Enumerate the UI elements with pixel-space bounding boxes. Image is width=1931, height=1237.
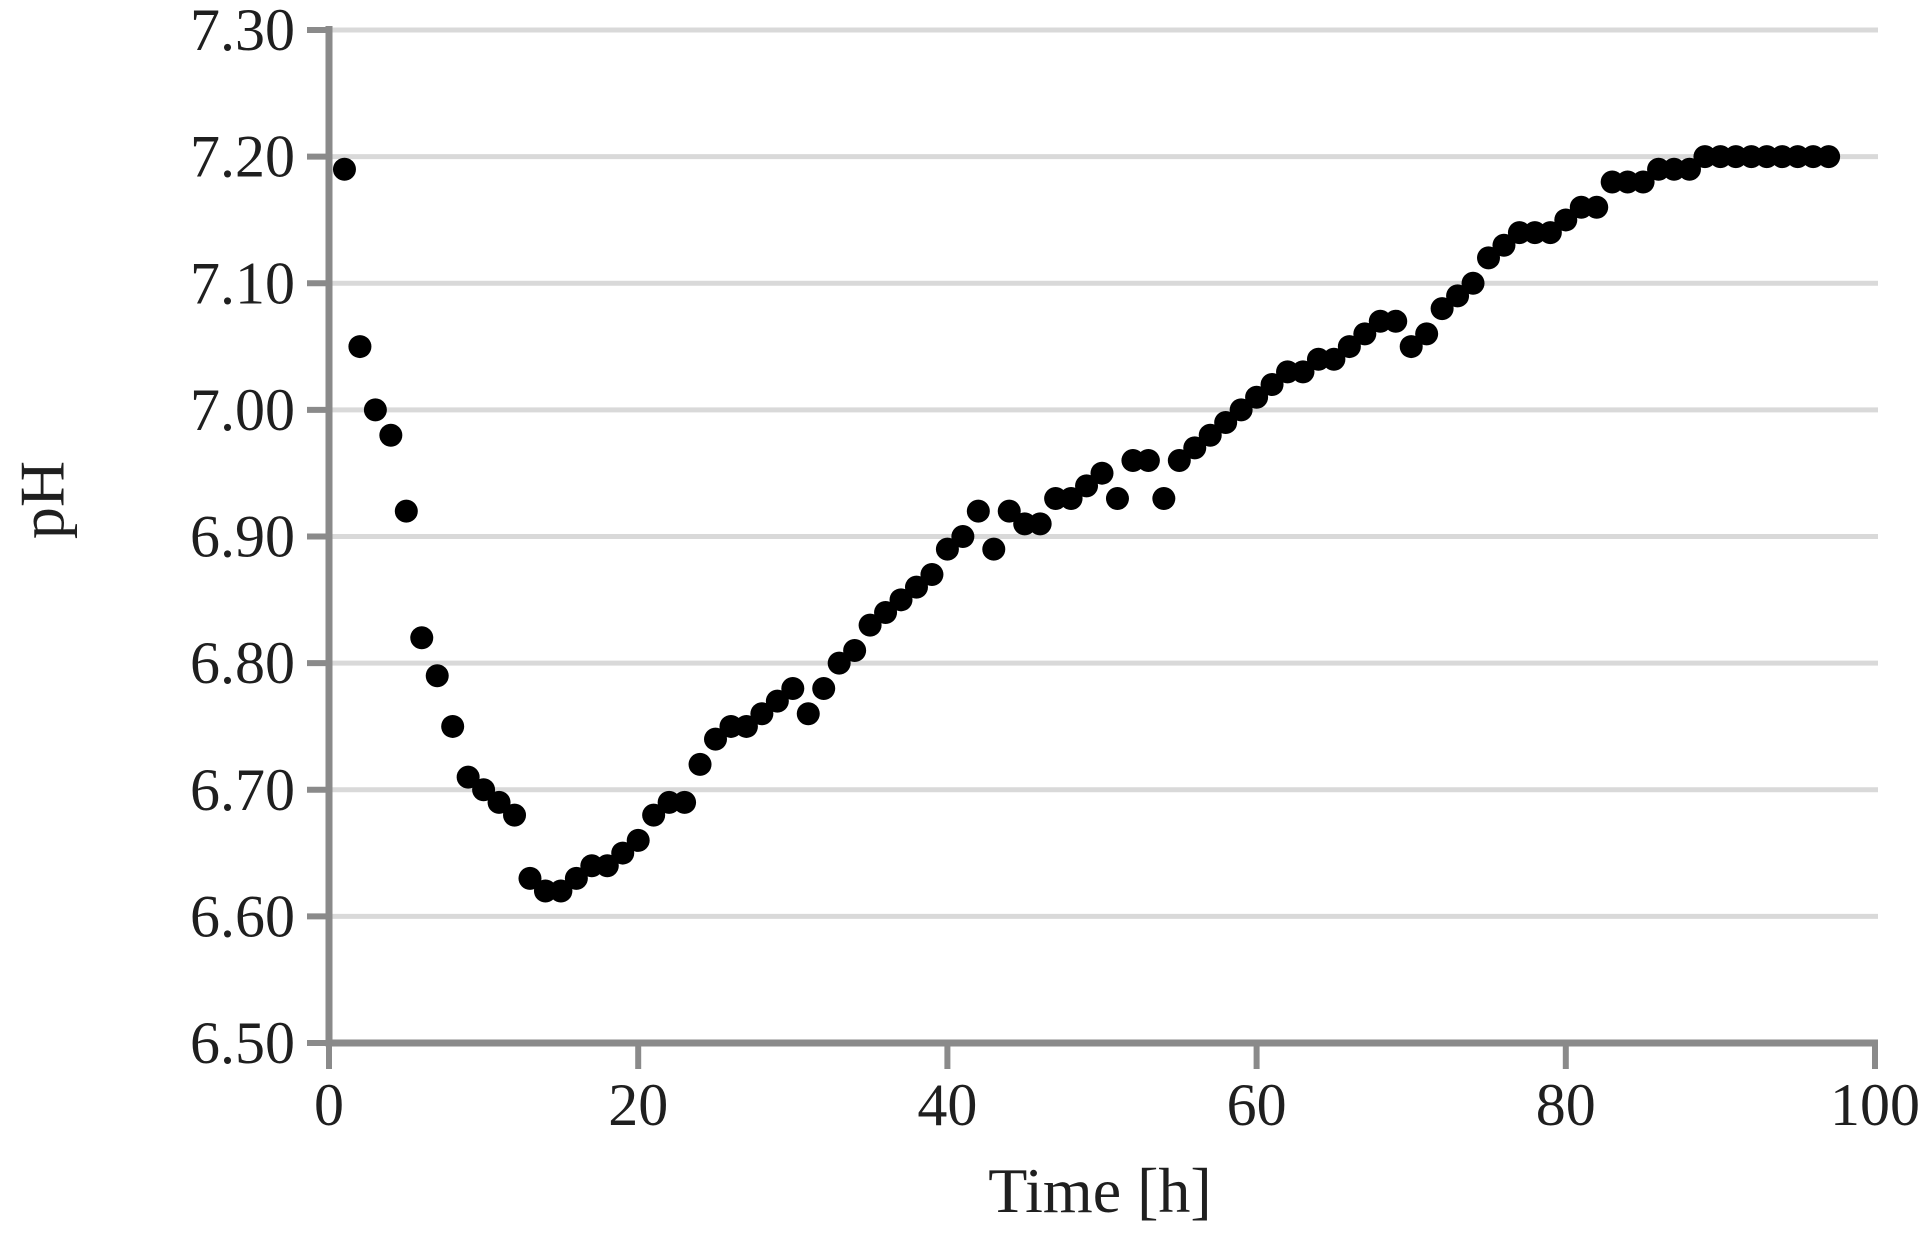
data-point: [1229, 398, 1253, 422]
data-point: [1075, 474, 1099, 498]
y-tick-label: 7.30: [190, 0, 295, 63]
data-point: [1399, 335, 1423, 359]
data-point: [441, 714, 465, 738]
y-axis-tick-labels: 6.50 6.60 6.70 6.80 6.90 7.00 7.10 7.20 7.30: [190, 0, 295, 1076]
data-point: [812, 676, 836, 700]
y-tick-label: 7.20: [190, 124, 295, 190]
x-axis-tick-labels: 0 20 40 60 80 100: [314, 1072, 1920, 1138]
x-tick-label: 0: [314, 1072, 344, 1138]
data-point: [487, 790, 511, 814]
data-point: [1183, 436, 1207, 460]
data-point: [518, 866, 542, 890]
data-point: [1105, 487, 1129, 511]
data-point: [1817, 145, 1841, 169]
data-point: [611, 841, 635, 865]
data-point: [1291, 360, 1315, 384]
data-point: [1415, 322, 1439, 346]
data-point: [363, 398, 387, 422]
data-point: [704, 727, 727, 751]
data-point: [1538, 221, 1562, 245]
y-tick-label: 6.50: [190, 1010, 295, 1076]
x-tick-label: 40: [917, 1072, 977, 1138]
data-point: [750, 702, 774, 726]
data-point: [765, 689, 789, 713]
y-tick-label: 6.80: [190, 630, 295, 696]
data-point: [843, 638, 867, 662]
data-point: [874, 600, 898, 624]
data-point: [626, 828, 650, 852]
data-point: [951, 525, 975, 548]
data-point: [904, 575, 928, 599]
data-point: [982, 537, 1006, 561]
data-points: [332, 145, 1841, 903]
data-point: [1245, 385, 1269, 409]
data-point: [564, 866, 588, 890]
x-tick-label: 100: [1830, 1072, 1920, 1138]
data-point: [1384, 309, 1408, 333]
data-point: [781, 676, 805, 700]
data-point: [889, 588, 913, 612]
data-point: [425, 664, 449, 688]
data-point: [379, 423, 403, 447]
data-point: [1322, 347, 1346, 371]
y-tick-label: 6.90: [190, 504, 295, 570]
data-point: [966, 499, 990, 523]
data-point: [1446, 284, 1470, 308]
y-axis-title: pH: [7, 461, 78, 539]
data-point: [549, 879, 573, 903]
data-point: [1677, 157, 1701, 181]
data-point: [332, 157, 356, 181]
data-point: [858, 613, 882, 637]
data-point: [410, 626, 434, 650]
y-tick-label: 6.60: [190, 883, 295, 949]
data-point: [1260, 373, 1284, 397]
data-point: [1585, 195, 1609, 219]
data-point: [935, 537, 959, 561]
data-point: [734, 714, 758, 738]
data-point: [1461, 271, 1485, 295]
data-point: [456, 765, 480, 789]
data-point: [1198, 423, 1222, 447]
data-point: [827, 651, 851, 675]
data-point: [1028, 512, 1052, 536]
data-point: [1631, 170, 1655, 194]
data-point: [920, 562, 944, 586]
y-tick-label: 6.70: [190, 757, 295, 823]
data-point: [1554, 208, 1578, 232]
data-point: [1167, 449, 1191, 473]
data-point: [1337, 335, 1361, 359]
x-axis-title: Time [h]: [988, 1155, 1211, 1226]
data-point: [348, 335, 372, 359]
data-point: [1353, 322, 1377, 346]
gridlines: [329, 27, 1878, 919]
data-point: [503, 803, 527, 827]
y-tick-label: 7.00: [190, 377, 295, 443]
data-point: [688, 752, 712, 776]
data-point: [1477, 246, 1500, 270]
x-tick-label: 20: [608, 1072, 668, 1138]
data-point: [642, 803, 666, 827]
x-tick-label: 60: [1227, 1072, 1287, 1138]
x-tick-label: 80: [1536, 1072, 1596, 1138]
data-point: [1090, 461, 1114, 485]
data-point: [1152, 487, 1176, 511]
data-point: [1430, 297, 1454, 321]
axis-lines: [325, 26, 1878, 1047]
data-point: [673, 790, 697, 814]
y-tick-label: 7.10: [190, 250, 295, 316]
data-point: [997, 499, 1021, 523]
data-point: [595, 854, 619, 878]
data-point: [1136, 449, 1160, 473]
data-point: [1214, 411, 1238, 435]
data-point: [796, 702, 820, 726]
data-point: [1492, 233, 1516, 257]
data-point: [1059, 487, 1083, 511]
data-point: [472, 778, 496, 802]
axis-tick-marks: [307, 27, 1878, 1069]
data-point: [394, 499, 418, 523]
